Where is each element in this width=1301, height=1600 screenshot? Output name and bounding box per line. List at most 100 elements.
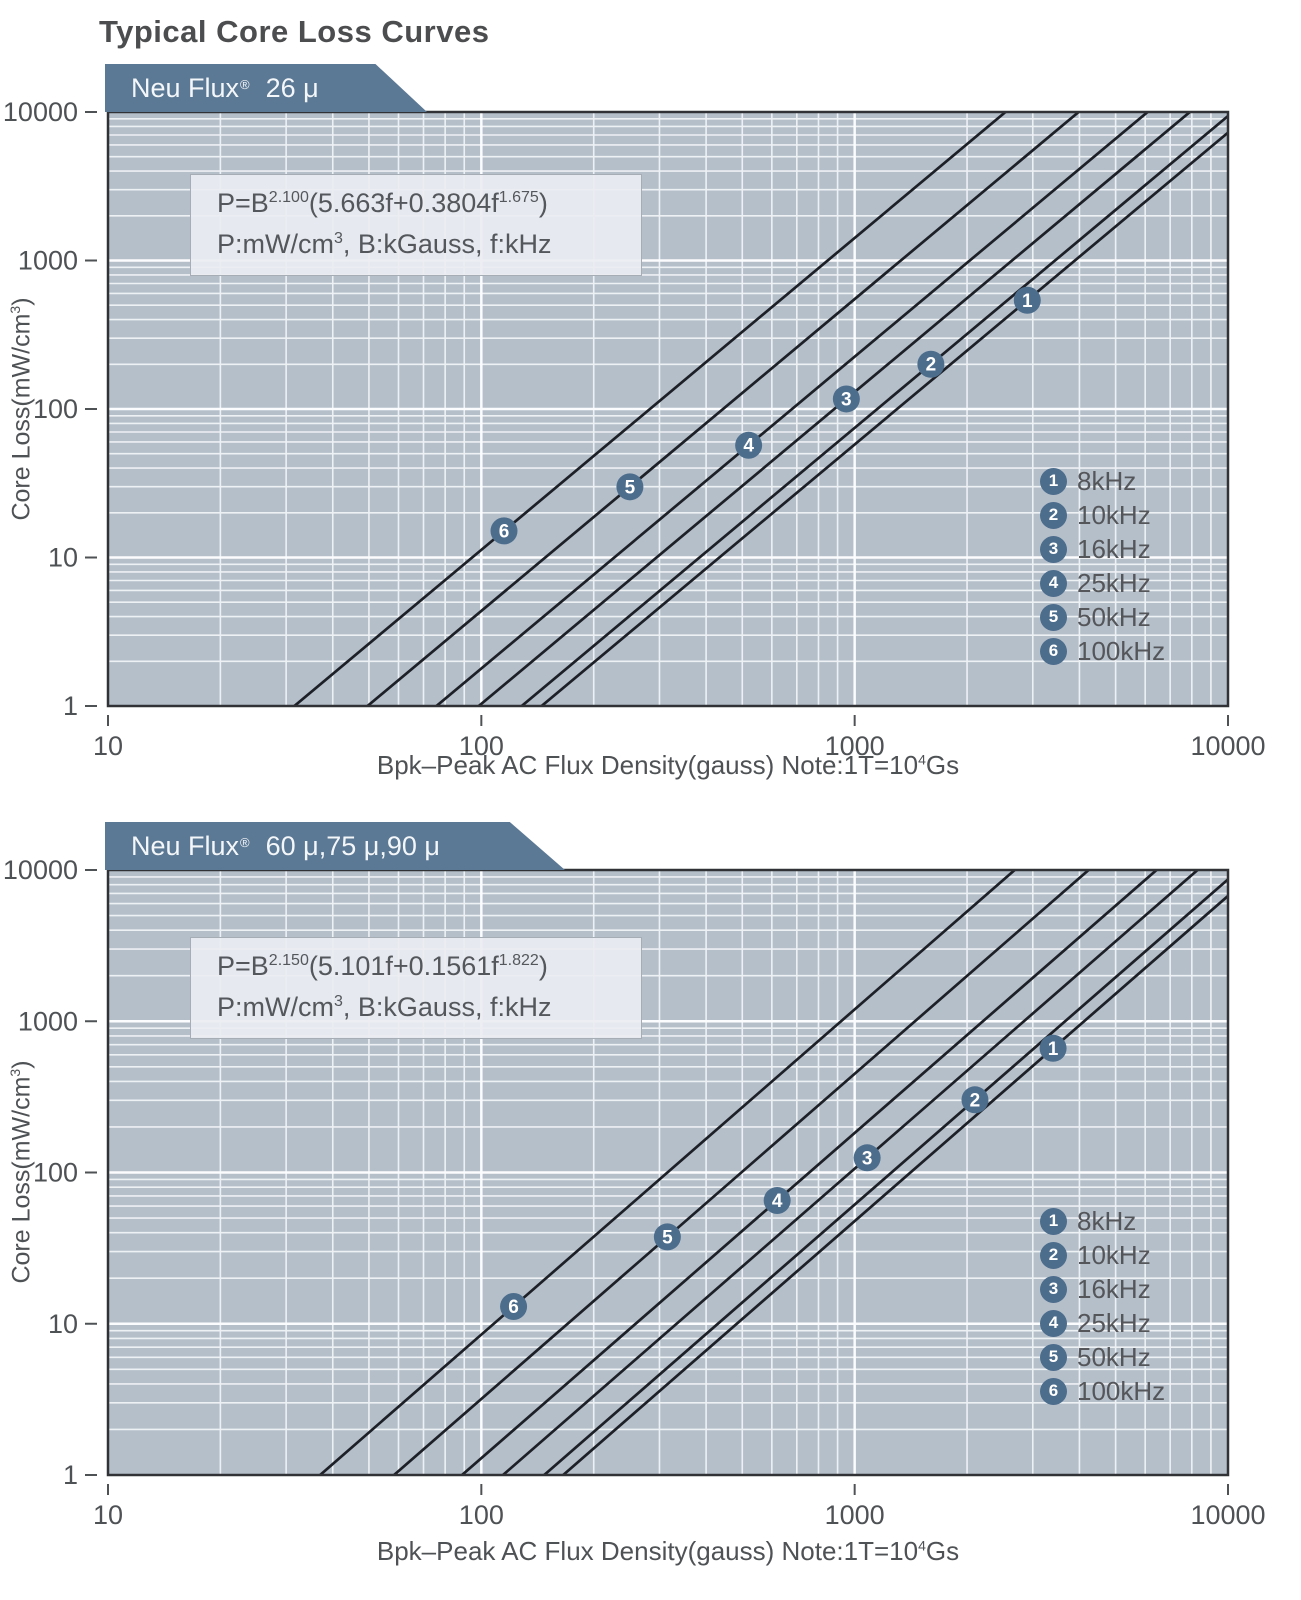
legend-item: 6 100kHz [1040,634,1165,668]
legend-item: 5 50kHz [1040,600,1165,634]
legend-item: 2 10kHz [1040,498,1165,532]
formula-line-1: P=B2.150(5.101f+0.1561f1.822) [217,951,548,981]
legend-label: 100kHz [1077,1375,1166,1406]
curve-10kHz [519,114,1228,706]
legend-number-badge: 1 [1040,467,1067,495]
curve-25kHz [434,112,1150,706]
legend-item: 6 100kHz [1040,1374,1165,1408]
curve-100kHz [318,870,1017,1475]
legend-label: 50kHz [1077,1341,1151,1372]
legend-label: 100kHz [1077,635,1166,666]
formula-box-26u: P=B2.100(5.663f+0.3804f1.675) P:mW/cm3, … [190,174,642,276]
legend-label: 50kHz [1077,601,1151,632]
curve-marker-number: 4 [772,1191,783,1212]
x-tick-label: 10000 [1190,731,1265,761]
y-tick-label: 1 [63,691,78,721]
legend-label: 25kHz [1077,1307,1151,1338]
curve-marker-number: 1 [1022,291,1033,312]
legend-item: 4 25kHz [1040,566,1165,600]
curve-marker-circle [735,431,763,459]
legend-item: 4 25kHz [1040,1306,1165,1340]
x-tick-label: 100 [459,731,504,761]
banner-brand: Neu Flux [131,830,240,861]
curve-marker-number: 6 [508,1297,519,1318]
curve-marker-number: 1 [1048,1039,1059,1060]
legend-label: 10kHz [1077,499,1151,530]
curve-marker-circle [653,1223,681,1251]
legend-label: 10kHz [1077,1239,1151,1270]
curve-marker-number: 6 [499,521,510,542]
y-tick-label: 1000 [18,1006,78,1036]
curves-group [292,112,1228,706]
legend-label: 16kHz [1077,1273,1151,1304]
curve-8kHz [539,131,1228,706]
legend-item: 2 10kHz [1040,1238,1165,1272]
legend-label: 8kHz [1077,465,1137,496]
y-tick-label: 10000 [3,855,78,885]
legend-number-badge: 3 [1040,535,1067,563]
y-tick-label: 10 [48,543,78,573]
legend-item: 1 8kHz [1040,464,1165,498]
legend-chart-1: 1 8kHz 2 10kHz 3 16kHz 4 25kHz 5 50kHz 6 100kH… [1040,464,1165,668]
y-tick-label: 10000 [3,97,78,127]
curve-marker-number: 3 [841,389,852,410]
legend-number-badge: 1 [1040,1207,1067,1235]
legend-item: 3 16kHz [1040,532,1165,566]
banner-neu-flux-26u: Neu Flux ® 26 μ [105,64,427,112]
page-title: Typical Core Loss Curves [99,14,490,49]
legend-number-badge: 2 [1040,1241,1067,1269]
curve-marker-circle [961,1086,989,1114]
y-tick-label: 100 [33,1158,78,1188]
legend-item: 5 50kHz [1040,1340,1165,1374]
formula-line-2: P:mW/cm3, B:kGauss, f:kHz [217,229,552,259]
curve-marker-circle [616,473,644,501]
curve-marker-number: 5 [625,477,636,498]
curve-16kHz [476,112,1192,706]
curve-marker-number: 5 [662,1227,673,1248]
curve-marker-circle [1039,1034,1067,1062]
legend-number-badge: 6 [1040,637,1067,665]
curve-16kHz [500,870,1200,1475]
curve-50kHz [365,112,1081,706]
x-tick-label: 10 [93,1500,123,1530]
legend-item: 1 8kHz [1040,1204,1165,1238]
x-tick-label: 100 [459,1500,504,1530]
y-tick-label: 1000 [18,246,78,276]
legend-number-badge: 3 [1040,1275,1067,1303]
y-axis-label-chart-2: Core Loss(mW/cm3) [7,1060,36,1284]
legend-label: 16kHz [1077,533,1151,564]
legend-chart-2: 1 8kHz 2 10kHz 3 16kHz 4 25kHz 5 50kHz 6 100kH… [1040,1204,1165,1408]
legend-number-badge: 6 [1040,1377,1067,1405]
banner-grade: 26 μ [265,72,319,103]
curve-marker-number: 4 [743,436,754,457]
x-axis-label-chart-2: Bpk–Peak AC Flux Density(gauss) Note:1T=… [376,1536,960,1566]
curve-marker-circle [917,350,945,378]
plot-frame [106,110,1230,708]
curve-marker-circle [1013,286,1041,314]
y-tick-label: 100 [33,394,78,424]
formula-box-60-75-90u: P=B2.150(5.101f+0.1561f1.822) P:mW/cm3, … [190,937,642,1039]
banner-grade: 60 μ,75 μ,90 μ [265,830,440,861]
y-tick-label: 1 [63,1460,78,1490]
formula-line-1: P=B2.100(5.663f+0.3804f1.675) [217,188,548,218]
banner-neu-flux-60-75-90u: Neu Flux ® 60 μ,75 μ,90 μ [105,822,565,870]
curve-8kHz [561,894,1228,1475]
x-axis-label-chart-1: Bpk–Peak AC Flux Density(gauss) Note:1T=… [376,750,960,780]
legend-number-badge: 2 [1040,501,1067,529]
curve-25kHz [459,870,1159,1475]
curve-marker-number: 2 [970,1090,981,1111]
curve-marker-number: 2 [926,355,937,376]
curve-marker-circle [853,1144,881,1172]
x-tick-label: 10000 [1190,1500,1265,1530]
y-tick-label: 10 [48,1309,78,1339]
y-axis-label-chart-1: Core Loss(mW/cm3) [7,297,36,521]
x-tick-label: 1000 [825,1500,885,1530]
curves-group [318,870,1228,1475]
legend-number-badge: 5 [1040,603,1067,631]
formula-line-2: P:mW/cm3, B:kGauss, f:kHz [217,992,552,1022]
curve-marker-circle [500,1292,528,1320]
plot-frame [106,868,1230,1477]
legend-label: 25kHz [1077,567,1151,598]
banner-brand: Neu Flux [131,72,240,103]
